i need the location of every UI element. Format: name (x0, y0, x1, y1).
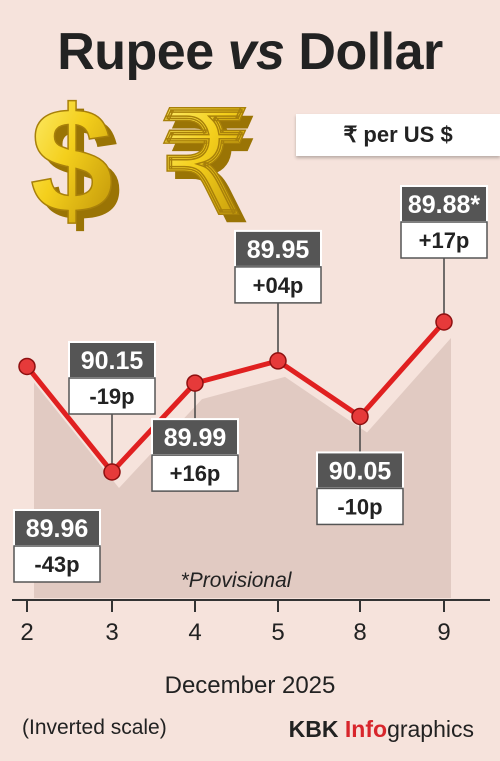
change-label: -43p (34, 552, 79, 577)
change-box (13, 545, 101, 583)
data-point (186, 374, 204, 392)
x-tick-label: 2 (20, 619, 33, 646)
title-part-1: Rupee (57, 23, 228, 81)
currency-symbols: $ $ ₹ ₹ (29, 92, 257, 242)
data-point (269, 352, 287, 370)
brand-main: KBK (288, 716, 345, 742)
change-box (316, 487, 404, 526)
value-label: 89.96 (26, 515, 89, 543)
svg-text:$: $ (30, 92, 113, 242)
unit-label: ₹ per US $ (296, 114, 500, 156)
scale-note: (Inverted scale) (22, 716, 167, 739)
brand-credit: KBK Infographics (289, 716, 474, 743)
change-box (234, 266, 322, 304)
x-tick-label: 5 (271, 619, 284, 646)
data-label-box: 89.88* +17p (400, 185, 488, 259)
value-box (151, 418, 239, 457)
value-label: 89.88* (408, 191, 481, 219)
change-label: -10p (337, 494, 382, 519)
svg-text:₹: ₹ (160, 92, 249, 242)
value-box (316, 451, 404, 490)
data-label-box: 90.05 -10p (316, 451, 404, 526)
rupee-symbol-icon: ₹ ₹ (159, 92, 257, 242)
title-part-2: Dollar (284, 23, 443, 81)
x-tick-label: 4 (188, 619, 201, 646)
change-box (68, 377, 156, 415)
dollar-symbol-icon: $ $ (29, 92, 121, 242)
brand-rest: graphics (387, 716, 474, 742)
x-tick-label: 8 (353, 619, 366, 646)
change-label: +04p (253, 273, 304, 298)
data-point (351, 407, 369, 426)
data-point (435, 313, 453, 331)
value-label: 90.15 (81, 347, 144, 375)
svg-text:₹: ₹ (168, 93, 257, 242)
title-vs: vs (227, 23, 285, 81)
data-label-box: 89.99 +16p (151, 418, 239, 492)
data-point (103, 463, 121, 481)
change-label: +17p (419, 228, 470, 253)
value-box (13, 509, 101, 547)
data-label-box: 90.15 -19p (68, 341, 156, 415)
value-label: 90.05 (329, 457, 392, 485)
provisional-note: *Provisional (181, 569, 293, 592)
x-axis-label: December 2025 (164, 672, 336, 699)
page-title: Rupee vs Dollar (0, 22, 500, 82)
change-label: -19p (89, 384, 134, 409)
change-label: +16p (170, 461, 221, 486)
value-box (400, 185, 488, 223)
value-label: 89.99 (164, 424, 227, 452)
x-tick-label: 3 (105, 619, 118, 646)
line-chart: 2 3 4 5 8 9 89.96 -43p 90.15 -19p 89.99 +16p 89.95 +… (12, 185, 490, 646)
value-label: 89.95 (247, 236, 310, 264)
change-box (151, 454, 239, 492)
data-label-box: 89.95 +04p (234, 229, 322, 304)
x-tick-label: 9 (437, 619, 450, 646)
svg-text:$: $ (38, 92, 121, 242)
series-line (24, 319, 447, 475)
data-point (18, 357, 36, 376)
data-label-box: 89.96 -43p (13, 509, 101, 583)
brand-accent: Info (344, 716, 388, 742)
shadow-area (34, 338, 451, 598)
change-box (400, 221, 488, 259)
